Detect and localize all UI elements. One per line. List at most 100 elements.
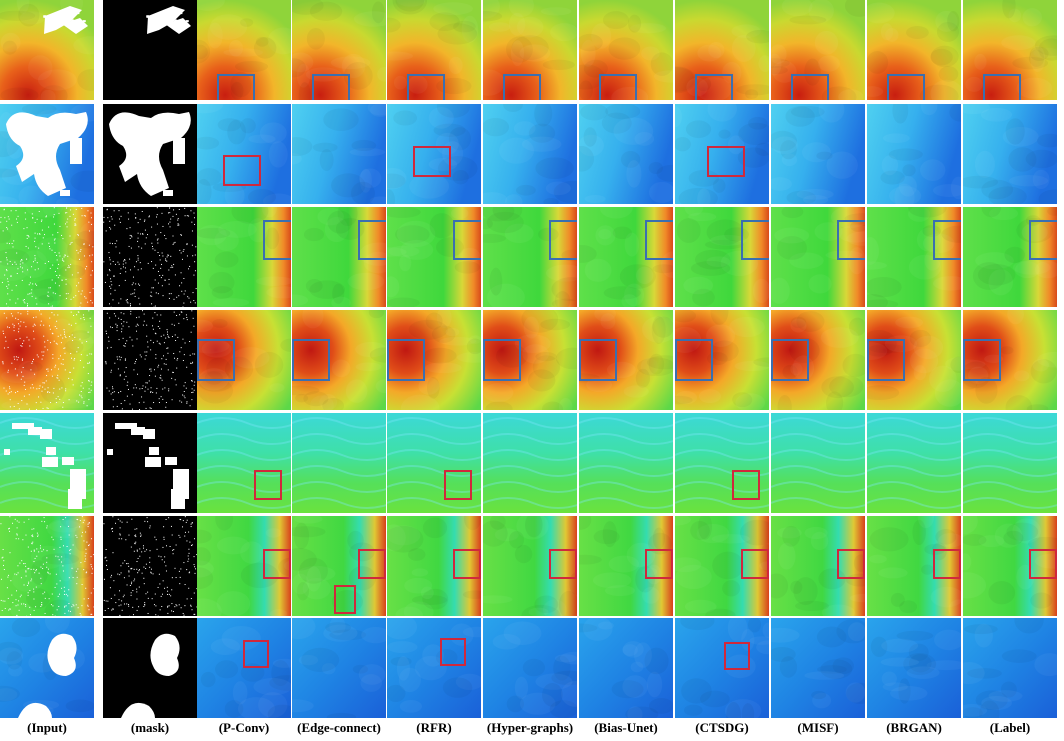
highlight-box [312,74,350,100]
column-label-8: (CTSDG) [695,720,749,735]
image-tile-r5-c9 [771,413,865,513]
image-tile-r3-c6 [483,207,577,307]
highlight-box [599,74,637,100]
image-tile-r4-c6 [483,310,577,410]
highlight-box [933,220,961,260]
image-tile-r2-c4 [292,104,386,204]
highlight-box [741,549,769,579]
image-tile-r6-c1 [0,516,94,616]
image-tile-r6-c2 [103,516,197,616]
highlight-box [983,74,1021,100]
highlight-box [243,640,269,668]
image-tile-r1-c10 [867,0,961,100]
highlight-box [440,638,466,666]
image-tile-r6-c9 [771,516,865,616]
image-tile-r1-c9 [771,0,865,100]
highlight-box [771,339,809,381]
image-tile-r2-c8 [675,104,769,204]
image-tile-r1-c2 [103,0,197,100]
image-tile-r7-c3 [197,618,291,718]
image-tile-r7-c11 [963,618,1057,718]
image-tile-r4-c4 [292,310,386,410]
column-label-9: (MISF) [797,720,839,735]
highlight-box [695,74,733,100]
image-tile-r7-c2 [103,618,197,718]
image-tile-r4-c2 [103,310,197,410]
highlight-box [483,339,521,381]
column-label-4: (Edge-connect) [297,720,381,735]
image-tile-r5-c7 [579,413,673,513]
image-tile-r3-c11 [963,207,1057,307]
image-tile-r6-c3 [197,516,291,616]
image-tile-r6-c6 [483,516,577,616]
image-tile-r5-c3 [197,413,291,513]
image-tile-r1-c6 [483,0,577,100]
column-label-11: (Label) [989,720,1031,735]
column-label-5: (RFR) [416,720,452,735]
column-label-6: (Hyper-graphs) [486,720,574,735]
image-tile-r6-c5 [387,516,481,616]
image-tile-r1-c11 [963,0,1057,100]
highlight-box [867,339,905,381]
image-tile-r3-c5 [387,207,481,307]
image-tile-r7-c10 [867,618,961,718]
image-tile-r2-c7 [579,104,673,204]
highlight-box [334,585,356,614]
highlight-box [453,549,481,579]
highlight-box [707,146,745,177]
image-tile-r5-c6 [483,413,577,513]
image-tile-r4-c11 [963,310,1057,410]
image-tile-r5-c8 [675,413,769,513]
highlight-box [444,470,472,500]
highlight-box [254,470,282,500]
highlight-box [358,220,386,260]
image-tile-r5-c1 [0,413,94,513]
image-tile-r4-c10 [867,310,961,410]
highlight-box [223,155,261,186]
image-tile-r4-c5 [387,310,481,410]
image-tile-r1-c1 [0,0,94,100]
image-tile-r2-c6 [483,104,577,204]
highlight-box [263,220,291,260]
image-tile-r5-c11 [963,413,1057,513]
highlight-box [387,339,425,381]
highlight-box [549,549,577,579]
highlight-box [645,220,673,260]
highlight-box [453,220,481,260]
highlight-box [1029,220,1057,260]
image-tile-r5-c2 [103,413,197,513]
image-tile-r7-c1 [0,618,94,718]
highlight-box [732,470,760,500]
image-tile-r1-c4 [292,0,386,100]
image-tile-r5-c4 [292,413,386,513]
image-tile-r2-c1 [0,104,94,204]
highlight-box [413,146,451,177]
image-tile-r7-c8 [675,618,769,718]
image-tile-r3-c1 [0,207,94,307]
highlight-box [675,339,713,381]
image-tile-r3-c7 [579,207,673,307]
image-tile-r2-c3 [197,104,291,204]
highlight-box [933,549,961,579]
image-tile-r5-c5 [387,413,481,513]
image-tile-r4-c9 [771,310,865,410]
image-tile-r7-c7 [579,618,673,718]
column-label-3: (P-Conv) [218,720,270,735]
highlight-box [549,220,577,260]
column-label-10: (BRGAN) [886,720,942,735]
image-tile-r4-c7 [579,310,673,410]
image-tile-r1-c8 [675,0,769,100]
image-tile-r6-c8 [675,516,769,616]
image-tile-r1-c3 [197,0,291,100]
highlight-box [197,339,235,381]
image-tile-r2-c11 [963,104,1057,204]
image-tile-r6-c10 [867,516,961,616]
highlight-box [724,642,750,670]
image-tile-r2-c10 [867,104,961,204]
image-tile-r7-c9 [771,618,865,718]
highlight-box [263,549,291,579]
image-tile-r5-c10 [867,413,961,513]
highlight-box [1029,549,1057,579]
highlight-box [887,74,925,100]
